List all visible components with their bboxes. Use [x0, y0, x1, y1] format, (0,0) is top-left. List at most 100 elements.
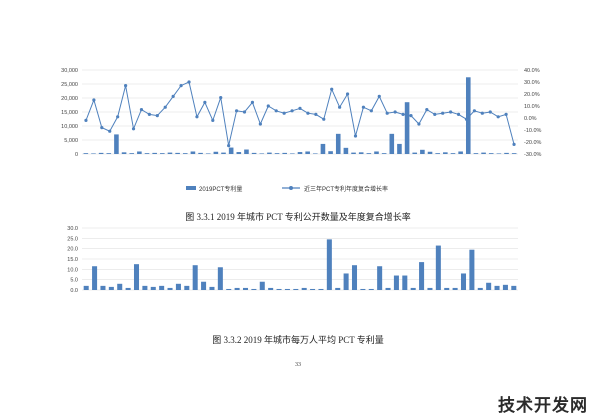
- bar: [159, 285, 165, 290]
- bar: [469, 249, 475, 290]
- bar: [228, 147, 234, 154]
- bar: [259, 153, 265, 154]
- bar: [213, 151, 219, 154]
- line-point: [480, 111, 484, 115]
- bar: [293, 288, 299, 290]
- bar: [267, 152, 272, 154]
- bar: [473, 153, 479, 154]
- line-point: [234, 109, 239, 113]
- bar: [91, 153, 96, 154]
- line-point: [409, 114, 413, 118]
- bar: [83, 285, 89, 290]
- y-tick-label: 25.0: [67, 236, 78, 242]
- bar: [335, 133, 341, 154]
- bar: [226, 288, 232, 290]
- y-tick-label: 15,000: [61, 110, 78, 116]
- chart1-bars: [83, 77, 517, 154]
- line-point: [100, 126, 104, 130]
- y-tick-label: 10.0: [67, 267, 78, 273]
- site-watermark: 技术开发网: [498, 396, 588, 416]
- line-point: [147, 112, 151, 116]
- line-point: [441, 111, 445, 115]
- y2-tick-label: 30.0%: [524, 80, 540, 86]
- line-point: [338, 105, 342, 109]
- bar: [360, 288, 366, 290]
- y2-tick-label: 40.0%: [524, 68, 540, 74]
- line-point: [456, 112, 461, 116]
- line-point: [219, 96, 223, 100]
- bar: [410, 287, 416, 290]
- bar: [152, 152, 157, 154]
- figure-1-caption: 图 3.3.1 2019 年城市 PCT 专利公开数量及年度复合增长率: [185, 212, 411, 222]
- line-point: [345, 92, 350, 96]
- line-point: [353, 134, 358, 138]
- bar: [167, 152, 173, 154]
- line-point: [449, 110, 453, 114]
- y-tick-label: 30.0: [67, 226, 78, 232]
- bar: [358, 152, 364, 154]
- line-point: [361, 105, 366, 109]
- chart1-legend: 2019PCT专利量 近三年PCT专利年度复合增长率: [186, 185, 388, 193]
- bar: [460, 273, 467, 290]
- bar: [313, 153, 318, 154]
- bar: [144, 153, 150, 154]
- legend-swatch-bar: [186, 186, 196, 190]
- bar: [481, 152, 486, 154]
- bar: [125, 287, 131, 290]
- bar: [282, 152, 287, 154]
- line-point: [417, 122, 421, 126]
- chart2-gridlines: [82, 227, 518, 291]
- y-tick-label: 0.0: [70, 288, 78, 294]
- bar: [234, 287, 240, 290]
- bar: [297, 152, 303, 154]
- line-point: [108, 129, 112, 133]
- bar: [108, 286, 114, 290]
- line-point: [282, 111, 286, 115]
- figure-2-chart: 0.0 5.0 10.0 15.0 20.0 25.0 30.0: [67, 226, 518, 294]
- bar: [404, 102, 410, 154]
- bar: [465, 77, 471, 154]
- chart1-line-series: [84, 80, 516, 148]
- bar: [274, 153, 280, 154]
- line-point: [472, 109, 476, 113]
- bar: [150, 286, 156, 290]
- line-point: [250, 100, 255, 104]
- line-point: [369, 109, 373, 113]
- legend-label-line: 近三年PCT专利年度复合增长率: [304, 185, 388, 193]
- bar: [377, 266, 383, 290]
- bar: [504, 152, 509, 154]
- line-point: [314, 112, 318, 116]
- line-point: [242, 110, 247, 114]
- bar: [427, 151, 433, 154]
- line-point: [187, 80, 191, 84]
- line-point: [393, 110, 397, 114]
- bar: [236, 152, 242, 154]
- bar: [284, 288, 290, 290]
- y2-tick-label: -30.0%: [524, 152, 542, 158]
- bar: [114, 134, 119, 154]
- bar: [511, 153, 517, 154]
- bar: [251, 152, 257, 154]
- line-point: [195, 115, 199, 119]
- chart2-axis-ticks: 0.0 5.0 10.0 15.0 20.0 25.0 30.0: [67, 226, 78, 294]
- bar: [137, 151, 142, 154]
- bar: [201, 281, 207, 290]
- line-point: [298, 106, 302, 110]
- bar: [133, 264, 140, 290]
- legend-swatch-marker: [289, 186, 293, 190]
- y-tick-label: 5.0: [70, 278, 78, 284]
- bar: [305, 151, 310, 154]
- chart2-bars: [83, 239, 517, 290]
- bar: [343, 147, 349, 154]
- line-point: [385, 111, 389, 115]
- line-point: [274, 109, 278, 113]
- bar: [117, 283, 123, 290]
- y-tick-label: 25,000: [61, 82, 78, 88]
- bar: [242, 287, 249, 290]
- bar: [268, 287, 274, 290]
- bar: [320, 143, 326, 154]
- bar: [175, 283, 181, 290]
- bar: [343, 273, 349, 290]
- bar: [182, 153, 188, 154]
- y2-tick-label: -20.0%: [524, 140, 542, 146]
